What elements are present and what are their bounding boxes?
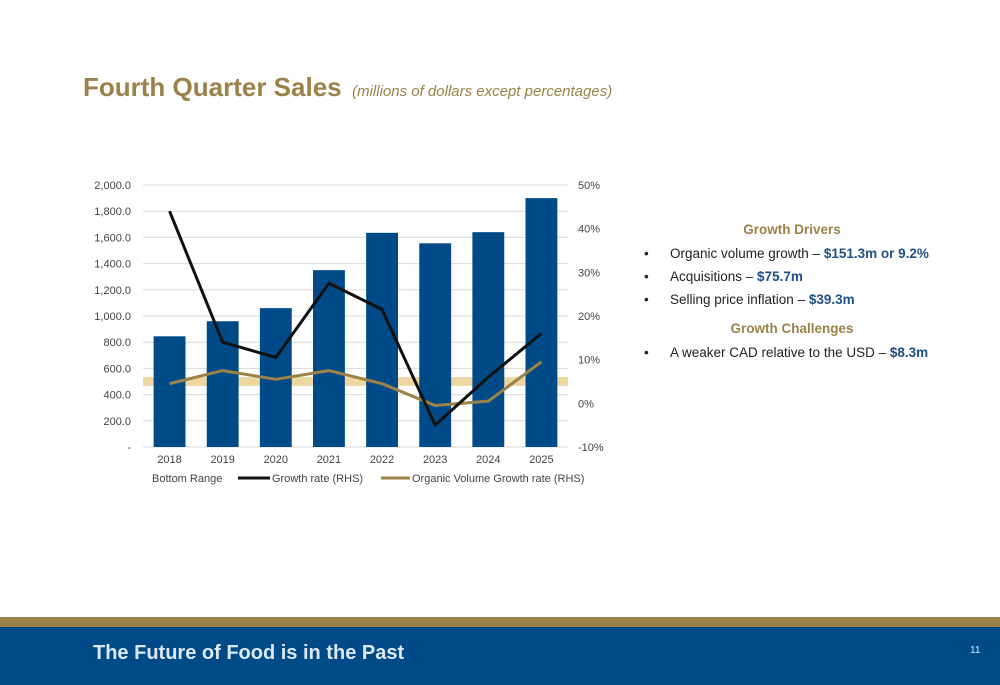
y-right-tick-label: 40% xyxy=(578,224,600,236)
y-left-tick-label: 1,200.0 xyxy=(94,285,131,297)
driver-acquisitions: • Acquisitions – $75.7m xyxy=(642,269,942,284)
growth-panel: Growth Drivers • Organic volume growth –… xyxy=(642,222,942,374)
sales-bar-2024 xyxy=(472,232,505,447)
sales-bar-2022 xyxy=(366,232,398,447)
y-right-tick-label: -10% xyxy=(578,442,604,454)
organic-volume-growth-line xyxy=(169,360,543,408)
x-tick-label: 2019 xyxy=(210,454,234,466)
footer-accent-stripe xyxy=(0,617,1000,627)
driver-text: Selling price inflation – xyxy=(670,292,809,307)
sales-chart: - 200.0 400.0 600.0 800.0 1,000.0 1,200.0 1,400… xyxy=(94,180,604,485)
x-tick-label: 2023 xyxy=(423,454,447,466)
y-right-tick-label: 50% xyxy=(578,180,600,192)
driver-value: $75.7m xyxy=(757,269,803,284)
page-number: 11 xyxy=(970,645,981,656)
legend-swatch-bottom-range xyxy=(140,474,148,482)
growth-rate-line xyxy=(168,210,543,427)
sales-bar-2023 xyxy=(419,243,452,447)
y-left-tick-label: 1,800.0 xyxy=(94,206,131,218)
bullet: • xyxy=(644,269,649,284)
x-tick-label: 2020 xyxy=(264,454,288,466)
driver-text: Acquisitions – xyxy=(670,269,758,284)
y-left-tick-label: 1,000.0 xyxy=(94,311,131,323)
driver-organic-volume: • Organic volume growth – $151.3m or 9.2… xyxy=(642,246,942,261)
x-tick-label: 2022 xyxy=(370,454,394,466)
driver-value: $151.3m or 9.2% xyxy=(823,246,929,261)
sales-bar-2018 xyxy=(153,336,186,447)
driver-price-inflation: • Selling price inflation – $39.3m xyxy=(642,292,942,307)
slide-subtitle: (millions of dollars except percentages) xyxy=(352,83,613,100)
growth-challenges-list: • A weaker CAD relative to the USD – $8.… xyxy=(642,345,942,360)
y-left-tick-label: - xyxy=(127,442,131,454)
y-right-tick-label: 0% xyxy=(578,398,594,410)
y-left-tick-label: 1,600.0 xyxy=(94,232,131,244)
growth-drivers-heading: Growth Drivers xyxy=(743,222,841,237)
x-tick-label: 2025 xyxy=(529,454,553,466)
y-left-tick-label: 800.0 xyxy=(103,337,131,349)
y-left-tick-label: 200.0 xyxy=(103,416,131,428)
bullet: • xyxy=(644,292,649,307)
sales-bar-2025 xyxy=(525,198,558,447)
bottom-range-band xyxy=(143,377,568,386)
x-tick-label: 2018 xyxy=(157,454,181,466)
growth-drivers-list: • Organic volume growth – $151.3m or 9.2… xyxy=(642,246,942,307)
y-right-tick-label: 20% xyxy=(578,311,600,323)
y-left-tick-label: 2,000.0 xyxy=(94,180,131,192)
footer-bar: The Future of Food is in the Past 11 xyxy=(0,627,1000,685)
y-right-tick-label: 10% xyxy=(578,355,600,367)
y-right-tick-label: 30% xyxy=(578,267,600,279)
legend-label: Bottom Range xyxy=(152,473,222,485)
challenge-value: $8.3m xyxy=(889,345,929,360)
slide-title: Fourth Quarter Sales xyxy=(83,72,342,102)
driver-text: Organic volume growth – xyxy=(670,246,824,261)
slide-title-block: Fourth Quarter Sales (millions of dollar… xyxy=(83,72,612,103)
y-left-tick-label: 600.0 xyxy=(103,363,131,375)
growth-challenges-heading: Growth Challenges xyxy=(730,321,854,336)
y-left-tick-label: 1,400.0 xyxy=(94,259,131,271)
bullet: • xyxy=(644,345,649,360)
challenge-fx: • A weaker CAD relative to the USD – $8.… xyxy=(642,345,942,360)
legend-label: Growth rate (RHS) xyxy=(272,473,363,485)
footer-tagline: The Future of Food is in the Past xyxy=(93,642,405,664)
bullet: • xyxy=(644,246,649,261)
driver-value: $39.3m xyxy=(808,292,855,307)
x-tick-label: 2024 xyxy=(476,454,500,466)
challenge-text: A weaker CAD relative to the USD – xyxy=(670,345,890,360)
y-left-tick-label: 400.0 xyxy=(103,390,131,402)
x-tick-label: 2021 xyxy=(317,454,341,466)
legend-label: Organic Volume Growth rate (RHS) xyxy=(412,473,584,485)
